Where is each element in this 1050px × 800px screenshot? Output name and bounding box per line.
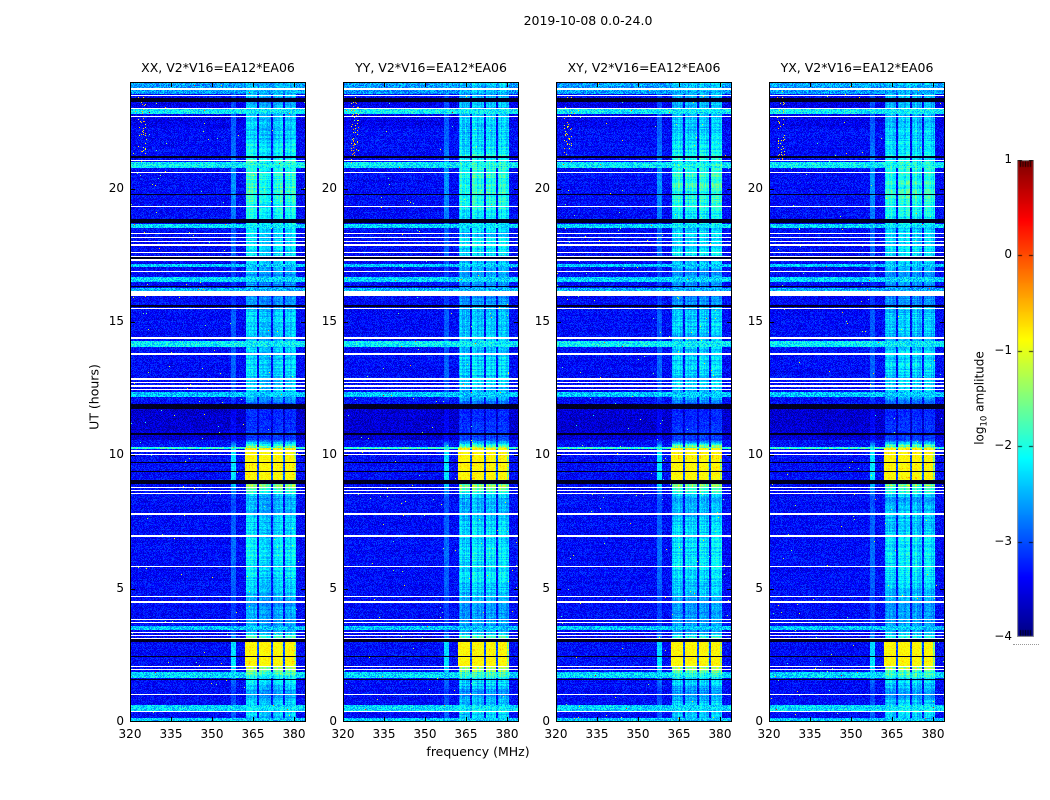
x-tick-label: 335: [798, 727, 822, 741]
y-tick-label: 0: [755, 714, 763, 728]
spectrogram-image: [130, 82, 306, 722]
spectrogram-panel: XY, V2*V16=EA12*EA06 320 335 350 365 380 0 5 10…: [535, 60, 732, 770]
y-tick-label: 10: [534, 447, 550, 461]
x-tick-label: 335: [372, 727, 396, 741]
spectrogram-image: [343, 82, 519, 722]
colorbar-tick-label: 1: [1004, 152, 1012, 166]
y-tick-label: 5: [542, 581, 550, 595]
panel-title: XY, V2*V16=EA12*EA06: [567, 60, 721, 75]
y-tick-label: 0: [542, 714, 550, 728]
x-axis-label: frequency (MHz): [426, 744, 530, 759]
colorbar-label-suffix: amplitude: [972, 351, 987, 416]
colorbar: [1017, 160, 1034, 637]
colorbar-label-prefix: log: [972, 426, 987, 445]
y-tick-label: 5: [116, 581, 124, 595]
x-tick-label: 365: [241, 727, 265, 741]
colorbar-tick-label: −2: [994, 438, 1012, 452]
colorbar-tick-label: 0: [1004, 247, 1012, 261]
x-tick-label: 350: [839, 727, 863, 741]
y-tick-label: 10: [108, 447, 124, 461]
panel-title: YX, V2*V16=EA12*EA06: [780, 60, 934, 75]
y-tick-label: 10: [747, 447, 763, 461]
x-tick-label: 350: [413, 727, 437, 741]
panel-title: YY, V2*V16=EA12*EA06: [355, 60, 507, 75]
colorbar-label-sub: 10: [979, 415, 990, 427]
x-tick-label: 335: [585, 727, 609, 741]
y-tick-label: 20: [108, 181, 124, 195]
panel-title: XX, V2*V16=EA12*EA06: [141, 60, 295, 75]
colorbar-label: log10 amplitude: [972, 351, 989, 445]
y-axis-label: UT (hours): [86, 364, 102, 430]
spectrogram-panel: XX, V2*V16=EA12*EA06 320 335 350 365 380 0 5 10…: [109, 60, 306, 770]
colorbar-tick-label: −4: [994, 629, 1012, 643]
y-tick-label: 20: [747, 181, 763, 195]
colorbar-tick-label: −3: [994, 534, 1012, 548]
spectrogram-image: [769, 82, 945, 722]
x-tick-label: 350: [626, 727, 650, 741]
x-tick-label: 320: [118, 727, 142, 741]
x-tick-label: 350: [200, 727, 224, 741]
y-tick-label: 20: [534, 181, 550, 195]
x-tick-label: 380: [921, 727, 945, 741]
x-tick-label: 320: [544, 727, 568, 741]
y-tick-label: 20: [321, 181, 337, 195]
colorbar-extend-marker: [1013, 644, 1039, 645]
y-tick-label: 10: [321, 447, 337, 461]
figure-title: 2019-10-08 0.0-24.0: [523, 13, 653, 28]
y-tick-label: 0: [116, 714, 124, 728]
x-tick-label: 320: [331, 727, 355, 741]
y-tick-label: 5: [329, 581, 337, 595]
x-tick-label: 320: [757, 727, 781, 741]
x-tick-label: 365: [667, 727, 691, 741]
spectrogram-panel: YY, V2*V16=EA12*EA06 320 335 350 365 380 0 5 10…: [322, 60, 519, 770]
y-tick-label: 5: [755, 581, 763, 595]
x-tick-label: 365: [880, 727, 904, 741]
x-tick-label: 380: [708, 727, 732, 741]
x-tick-label: 380: [495, 727, 519, 741]
y-tick-label: 15: [108, 314, 124, 328]
y-tick-label: 15: [747, 314, 763, 328]
colorbar-tick-label: −1: [994, 343, 1012, 357]
y-tick-label: 15: [321, 314, 337, 328]
x-tick-label: 335: [159, 727, 183, 741]
y-tick-label: 0: [329, 714, 337, 728]
spectrogram-panel: YX, V2*V16=EA12*EA06 320 335 350 365 380 0 5 10…: [748, 60, 945, 770]
spectrogram-image: [556, 82, 732, 722]
y-tick-label: 15: [534, 314, 550, 328]
x-tick-label: 380: [282, 727, 306, 741]
x-tick-label: 365: [454, 727, 478, 741]
